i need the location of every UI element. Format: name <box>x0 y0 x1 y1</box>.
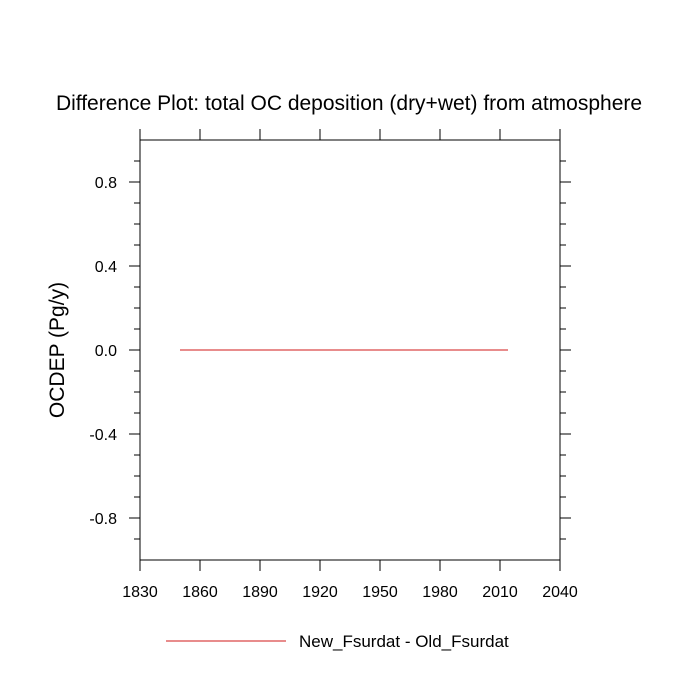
x-tick-label-1920: 1920 <box>302 584 338 601</box>
x-tick-label-2040: 2040 <box>542 584 578 601</box>
x-tick-label-1890: 1890 <box>242 584 278 601</box>
x-axis-tick-labels: 1830 1860 1890 1920 1950 1980 2010 2040 <box>122 584 578 601</box>
x-tick-label-1860: 1860 <box>182 584 218 601</box>
x-tick-label-1830: 1830 <box>122 584 158 601</box>
y-tick-label-3: -0.4 <box>89 427 117 444</box>
x-tick-label-1980: 1980 <box>422 584 458 601</box>
y-axis-ticks <box>129 160 571 540</box>
y-tick-label-1: 0.4 <box>95 259 117 276</box>
chart-title: Difference Plot: total OC deposition (dr… <box>56 92 642 115</box>
y-tick-label-2: 0.0 <box>95 343 117 360</box>
y-tick-label-0: 0.8 <box>95 175 117 192</box>
x-tick-label-1950: 1950 <box>362 584 398 601</box>
y-axis-label: OCDEP (Pg/y) <box>46 282 69 418</box>
y-axis-tick-labels: 0.8 0.4 0.0 -0.4 -0.8 <box>89 175 117 528</box>
x-tick-label-2010: 2010 <box>482 584 518 601</box>
legend-label: New_Fsurdat - Old_Fsurdat <box>299 632 509 651</box>
y-tick-label-4: -0.8 <box>89 511 117 528</box>
x-axis-ticks <box>139 129 561 571</box>
legend: New_Fsurdat - Old_Fsurdat <box>166 632 509 651</box>
